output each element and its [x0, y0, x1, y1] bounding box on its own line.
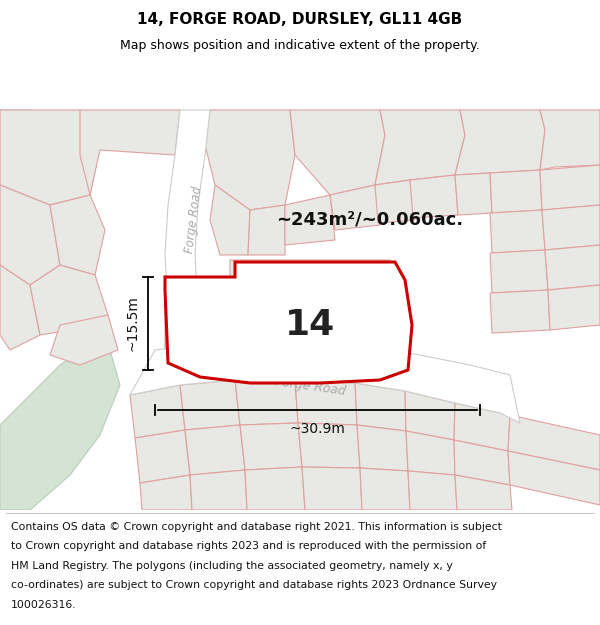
Polygon shape [290, 110, 385, 195]
Text: Forge Road: Forge Road [274, 376, 346, 398]
Polygon shape [542, 205, 600, 250]
Polygon shape [205, 110, 295, 210]
Text: Map shows position and indicative extent of the property.: Map shows position and indicative extent… [120, 39, 480, 51]
Polygon shape [540, 165, 600, 210]
Polygon shape [490, 170, 542, 213]
Polygon shape [165, 262, 412, 383]
Polygon shape [490, 250, 548, 293]
Polygon shape [248, 205, 285, 255]
Polygon shape [180, 380, 240, 430]
Polygon shape [50, 195, 105, 275]
Polygon shape [285, 195, 335, 245]
Polygon shape [135, 430, 190, 483]
Polygon shape [240, 423, 302, 470]
Polygon shape [410, 175, 458, 218]
Polygon shape [80, 110, 180, 195]
Text: co-ordinates) are subject to Crown copyright and database rights 2023 Ordnance S: co-ordinates) are subject to Crown copyr… [11, 580, 497, 590]
Polygon shape [454, 403, 510, 451]
Polygon shape [490, 290, 550, 333]
Polygon shape [165, 260, 408, 375]
Polygon shape [408, 471, 457, 510]
Polygon shape [190, 470, 247, 510]
Polygon shape [30, 265, 108, 335]
Text: 14, FORGE ROAD, DURSLEY, GL11 4GB: 14, FORGE ROAD, DURSLEY, GL11 4GB [137, 12, 463, 27]
Text: ~243m²/~0.060ac.: ~243m²/~0.060ac. [277, 211, 464, 229]
Polygon shape [540, 110, 600, 170]
Text: Contains OS data © Crown copyright and database right 2021. This information is : Contains OS data © Crown copyright and d… [11, 521, 502, 531]
Polygon shape [490, 210, 545, 253]
Polygon shape [454, 440, 510, 485]
Text: HM Land Registry. The polygons (including the associated geometry, namely x, y: HM Land Registry. The polygons (includin… [11, 561, 452, 571]
Polygon shape [0, 345, 120, 510]
Polygon shape [140, 475, 192, 510]
Polygon shape [130, 343, 520, 423]
Polygon shape [302, 467, 362, 510]
Polygon shape [405, 391, 455, 440]
Polygon shape [298, 423, 360, 468]
Polygon shape [165, 110, 255, 375]
Text: to Crown copyright and database rights 2023 and is reproduced with the permissio: to Crown copyright and database rights 2… [11, 541, 486, 551]
Polygon shape [360, 468, 410, 510]
Polygon shape [406, 431, 455, 475]
Text: ~30.9m: ~30.9m [290, 422, 346, 436]
Polygon shape [50, 315, 118, 365]
Polygon shape [455, 110, 545, 175]
Polygon shape [508, 415, 600, 470]
Text: 14: 14 [285, 308, 335, 342]
Polygon shape [508, 451, 600, 505]
Polygon shape [130, 385, 185, 438]
Text: Forge Road: Forge Road [184, 186, 205, 254]
Polygon shape [295, 380, 357, 425]
Polygon shape [357, 425, 408, 471]
Polygon shape [375, 180, 415, 223]
Polygon shape [0, 185, 60, 285]
Polygon shape [330, 185, 380, 230]
Polygon shape [455, 475, 512, 510]
Polygon shape [245, 467, 305, 510]
Polygon shape [375, 110, 465, 185]
Polygon shape [0, 110, 50, 235]
Polygon shape [355, 383, 406, 431]
Polygon shape [235, 380, 298, 425]
Text: ~15.5m: ~15.5m [126, 296, 140, 351]
Polygon shape [210, 185, 250, 255]
Polygon shape [455, 173, 492, 215]
Polygon shape [548, 285, 600, 330]
Polygon shape [185, 425, 245, 475]
Polygon shape [0, 265, 40, 350]
Polygon shape [545, 245, 600, 290]
Text: 100026316.: 100026316. [11, 600, 76, 610]
Polygon shape [0, 110, 100, 205]
